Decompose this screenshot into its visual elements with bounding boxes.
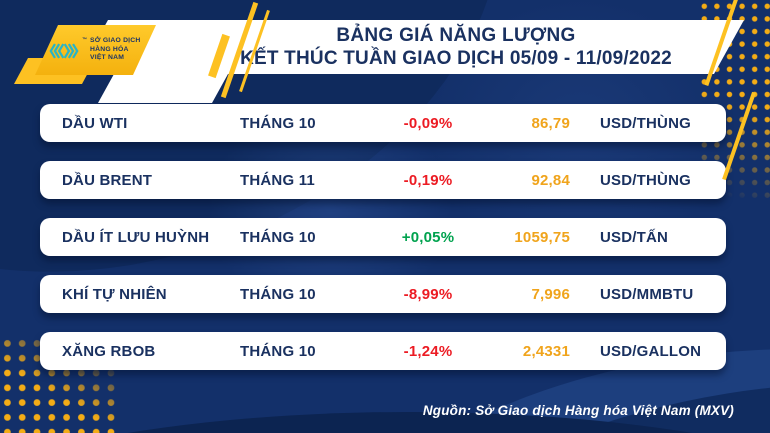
price-unit: USD/THÙNG [600,114,691,132]
price-value: 1059,75 [514,228,570,246]
table-row: XĂNG RBOB THÁNG 10 -1,24% 2,4331 USD/GAL… [40,332,726,370]
logo-text-line3: VIỆT NAM [90,54,125,62]
mxv-logo: ™ SỞ GIAO DỊCH HÀNG HÓA VIỆT NAM [35,25,156,75]
price-unit: USD/GALLON [600,342,702,360]
price-table: DẦU WTI THÁNG 10 -0,09% 86,79 USD/THÙNG … [40,104,726,370]
table-row: DẦU BRENT THÁNG 11 -0,19% 92,84 USD/THÙN… [40,161,726,199]
logo-text-line1: SỞ GIAO DỊCH [90,36,141,44]
table-row: DẦU WTI THÁNG 10 -0,09% 86,79 USD/THÙNG [40,104,726,142]
commodity-name: KHÍ TỰ NHIÊN [62,285,167,303]
price-value: 7,996 [531,285,570,303]
trademark-symbol: ™ [82,37,87,43]
price-unit: USD/MMBTU [600,285,694,303]
mxv-chevrons-icon [48,41,80,61]
price-value: 92,84 [531,171,570,189]
page-title-line1: BẢNG GIÁ NĂNG LƯỢNG [336,24,576,46]
price-value: 2,4331 [522,342,570,360]
banner-under-stripe-decoration [98,74,228,103]
contract-month: THÁNG 10 [240,228,316,246]
percent-change: +0,05% [401,228,455,246]
page-title-line2: KẾT THÚC TUẦN GIAO DỊCH 05/09 - 11/09/20… [240,47,672,69]
percent-change: -0,19% [403,171,453,189]
price-value: 86,79 [531,114,570,132]
contract-month: THÁNG 11 [240,171,315,189]
table-row: KHÍ TỰ NHIÊN THÁNG 10 -8,99% 7,996 USD/M… [40,275,726,313]
header-banner-strip [78,20,744,74]
price-unit: USD/TẤN [600,228,669,246]
contract-month: THÁNG 10 [240,342,316,360]
page-title: BẢNG GIÁ NĂNG LƯỢNG KẾT THÚC TUẦN GIAO D… [78,20,744,74]
table-row: DẦU ÍT LƯU HUỲNH THÁNG 10 +0,05% 1059,75… [40,218,726,256]
commodity-name: DẦU ÍT LƯU HUỲNH [62,228,210,246]
percent-change: -1,24% [403,342,453,360]
mxv-logo-text: SỞ GIAO DỊCH HÀNG HÓA VIỆT NAM [90,37,141,63]
percent-change: -8,99% [403,285,453,303]
logo-text-line2: HÀNG HÓA [90,45,129,53]
source-caption: Nguồn: Sở Giao dịch Hàng hóa Việt Nam (M… [422,403,734,418]
price-unit: USD/THÙNG [600,171,691,189]
contract-month: THÁNG 10 [240,114,316,132]
commodity-name: XĂNG RBOB [62,342,156,360]
commodity-name: DẦU WTI [62,114,128,132]
percent-change: -0,09% [403,114,453,132]
contract-month: THÁNG 10 [240,285,316,303]
commodity-name: DẦU BRENT [62,171,153,189]
